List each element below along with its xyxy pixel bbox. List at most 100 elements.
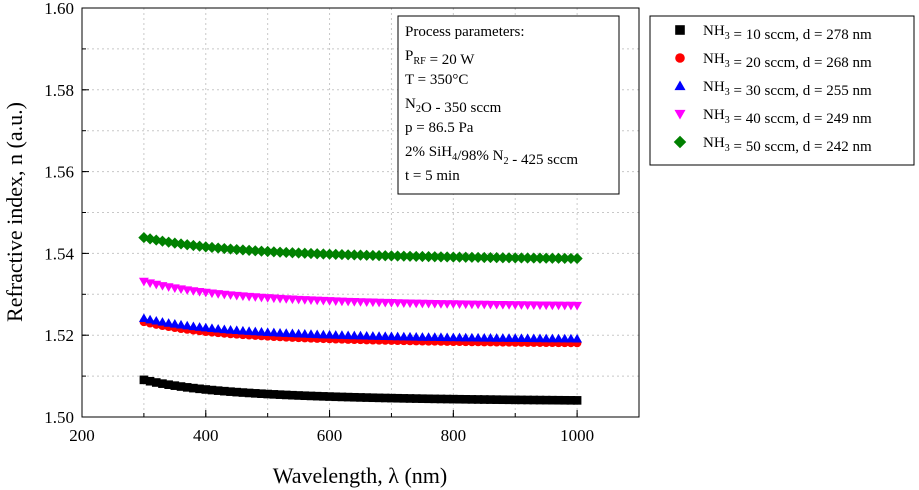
data-point bbox=[411, 394, 421, 403]
grid-lines bbox=[82, 8, 639, 417]
data-point bbox=[323, 248, 336, 260]
data-point bbox=[467, 395, 477, 404]
legend-entry: NH3 = 20 sccm, d = 268 nm bbox=[703, 51, 872, 71]
data-point bbox=[293, 247, 305, 259]
data-point bbox=[374, 393, 384, 403]
data-point bbox=[212, 242, 224, 254]
data-point bbox=[336, 249, 348, 261]
data-point bbox=[362, 393, 371, 402]
legend-entry: NH3 = 10 sccm, d = 278 nm bbox=[703, 23, 872, 43]
data-point bbox=[429, 251, 441, 263]
data-point bbox=[436, 332, 446, 341]
process-parameter-line: p = 86.5 Pa bbox=[405, 120, 474, 136]
data-point bbox=[522, 252, 534, 264]
data-point bbox=[343, 392, 353, 402]
data-point bbox=[201, 385, 211, 394]
data-point bbox=[373, 250, 385, 262]
data-point bbox=[510, 395, 520, 405]
data-point bbox=[367, 249, 379, 262]
data-point bbox=[213, 386, 223, 395]
x-tick-label: 200 bbox=[69, 426, 95, 445]
data-point bbox=[485, 333, 496, 342]
data-point bbox=[262, 245, 274, 258]
data-point bbox=[150, 234, 162, 246]
data-point bbox=[312, 329, 323, 339]
data-point bbox=[176, 382, 186, 391]
data-point bbox=[510, 333, 521, 342]
data-point bbox=[256, 327, 267, 336]
data-point bbox=[255, 245, 268, 257]
data-point bbox=[187, 239, 199, 252]
data-point bbox=[379, 250, 391, 262]
process-parameter-line: PRF = 20 W bbox=[405, 48, 475, 68]
data-point bbox=[422, 251, 435, 263]
data-point bbox=[546, 252, 558, 264]
data-point bbox=[343, 330, 354, 340]
data-point bbox=[509, 252, 521, 264]
data-point bbox=[225, 324, 236, 334]
data-point bbox=[311, 248, 323, 260]
data-point bbox=[405, 331, 415, 341]
legend-marker bbox=[673, 135, 687, 149]
data-point bbox=[399, 394, 409, 403]
data-point bbox=[207, 323, 217, 333]
data-point bbox=[535, 333, 545, 343]
data-point bbox=[299, 247, 311, 259]
data-point bbox=[262, 327, 273, 336]
data-point bbox=[565, 333, 576, 343]
x-tick-label: 800 bbox=[441, 426, 467, 445]
data-point bbox=[336, 330, 347, 339]
data-point bbox=[410, 250, 422, 262]
data-point bbox=[380, 393, 390, 403]
data-point bbox=[442, 394, 452, 404]
data-point bbox=[194, 322, 205, 331]
data-point bbox=[268, 327, 279, 337]
data-point bbox=[293, 328, 304, 338]
data-point bbox=[181, 239, 193, 251]
data-point bbox=[423, 332, 434, 341]
data-point bbox=[312, 391, 322, 401]
data-point bbox=[566, 396, 576, 405]
data-point bbox=[138, 231, 150, 244]
data-point bbox=[139, 375, 149, 385]
data-point bbox=[368, 393, 378, 403]
data-point bbox=[442, 332, 453, 342]
data-point bbox=[145, 376, 155, 386]
legend: NH3 = 10 sccm, d = 278 nm NH3 = 20 sccm, … bbox=[649, 15, 915, 166]
data-point bbox=[275, 390, 285, 399]
process-parameters-title: Process parameters: bbox=[405, 24, 525, 40]
data-point bbox=[460, 251, 472, 263]
data-point bbox=[281, 328, 292, 337]
legend-marker bbox=[674, 80, 686, 91]
data-point bbox=[447, 251, 459, 263]
data-point bbox=[274, 246, 286, 258]
data-point bbox=[268, 246, 280, 258]
data-point bbox=[455, 394, 464, 404]
data-point bbox=[436, 394, 446, 404]
data-point bbox=[479, 332, 490, 342]
data-point bbox=[517, 395, 526, 405]
data-point bbox=[361, 249, 373, 261]
legend-marker bbox=[675, 53, 685, 63]
series-4 bbox=[138, 277, 583, 311]
data-point bbox=[548, 395, 557, 405]
data-point bbox=[157, 317, 168, 326]
data-point bbox=[348, 249, 360, 261]
data-point bbox=[535, 395, 545, 405]
data-point bbox=[305, 247, 317, 260]
y-tick-label: 1.60 bbox=[44, 0, 74, 18]
data-point bbox=[466, 332, 477, 342]
data-point bbox=[491, 252, 503, 264]
data-point bbox=[361, 330, 372, 340]
legend-frame bbox=[649, 15, 915, 166]
data-point bbox=[237, 325, 248, 335]
data-point bbox=[497, 252, 509, 264]
data-point bbox=[226, 387, 235, 396]
data-point bbox=[498, 395, 508, 405]
data-point bbox=[163, 318, 174, 327]
data-point bbox=[473, 332, 484, 342]
data-point bbox=[324, 329, 335, 339]
data-point bbox=[385, 250, 398, 262]
series-3 bbox=[138, 313, 583, 343]
data-point bbox=[424, 394, 433, 404]
